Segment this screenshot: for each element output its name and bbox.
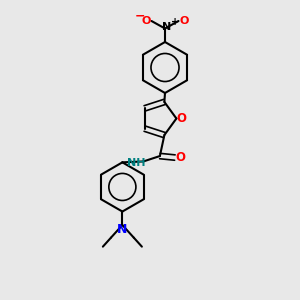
Text: O: O	[141, 16, 151, 26]
Text: O: O	[179, 16, 189, 26]
Text: +: +	[170, 17, 179, 27]
Text: O: O	[177, 112, 187, 125]
Text: −: −	[135, 9, 145, 22]
Text: N: N	[117, 223, 128, 236]
Text: N: N	[162, 22, 171, 32]
Text: O: O	[175, 151, 185, 164]
Text: NH: NH	[127, 158, 145, 168]
